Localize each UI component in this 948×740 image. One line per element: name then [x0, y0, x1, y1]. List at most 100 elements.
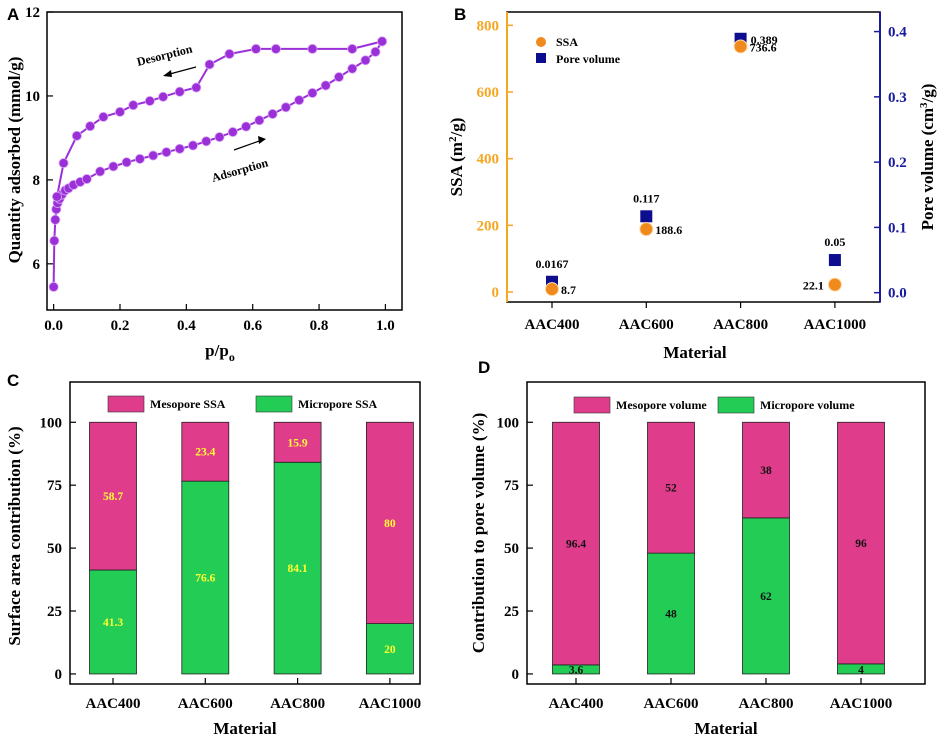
- panel-a-adsorption-point: [148, 150, 159, 161]
- panel-c-y-tick-label: 100: [40, 415, 63, 431]
- panel-b-pore-volume-label: 0.117: [633, 191, 659, 205]
- panel-d-y-axis-label: Contribution to pore volume (%): [469, 413, 488, 654]
- desorption-annotation: Desorption: [135, 42, 197, 77]
- panel-c-micropore-value: 20: [384, 644, 396, 656]
- panel-a-desorption-point: [377, 36, 388, 47]
- panel-a-y-tick-label: 6: [33, 257, 41, 273]
- adsorption-arrowhead: [258, 136, 266, 144]
- panel-d-micropore-value: 3.6: [569, 664, 584, 676]
- panel-b-left-label-end: /g): [447, 118, 466, 138]
- panel-c-mesopore-bar: [273, 421, 322, 463]
- panel-b-right-tick-label: 0.0: [888, 286, 907, 302]
- panel-d-mesopore-value: 52: [665, 483, 677, 495]
- panel-b-pore-volume-label: 0.05: [824, 235, 845, 249]
- panel-c-micropore-bar: [365, 623, 414, 675]
- desorption-arrowhead: [163, 70, 172, 77]
- panel-d-mesopore-value: 96: [855, 538, 867, 550]
- panel-a: A 0.0 0.2 0.4 0.6 0.8 1.0 6 8 10 12 Desorption Ad…: [5, 5, 403, 364]
- panel-a-desorption-point: [307, 43, 318, 54]
- panel-a-letter: A: [7, 5, 19, 24]
- panel-d-y-tick-label: 100: [497, 415, 520, 431]
- panel-d-plot-frame: [526, 381, 926, 685]
- panel-a-desorption-point: [71, 130, 82, 141]
- panel-a-x-tick-label: 0.6: [243, 318, 262, 334]
- panel-a-adsorption-point: [241, 121, 252, 132]
- panel-b-right-label-sup: 3: [918, 102, 930, 108]
- legend-mesopore-ssa-label: Mesopore SSA: [150, 397, 226, 411]
- panel-d-micropore-value: 4: [858, 664, 864, 676]
- panel-a-x-tick-label: 0.4: [177, 318, 196, 334]
- panel-d-y-tick-label: 0: [512, 667, 520, 683]
- panel-c-letter: C: [7, 371, 19, 390]
- panel-b-pore-volume-marker: [640, 210, 653, 223]
- panel-a-adsorption-point: [48, 281, 59, 292]
- panel-a-adsorption-point: [187, 140, 198, 151]
- panel-b-left-tick-label: 800: [477, 18, 500, 34]
- panel-a-desorption-point: [158, 91, 169, 102]
- panel-d-micropore-bar: [742, 517, 790, 675]
- panel-a-xlabel-main: p/p: [205, 341, 229, 360]
- panel-a-desorption-point: [270, 43, 281, 54]
- panel-d-x-tick-label: AAC800: [739, 696, 794, 712]
- panel-b-left-label-sup: 2: [447, 136, 459, 142]
- panel-a-adsorption-point: [174, 143, 185, 154]
- panel-a-y-tick-label: 12: [25, 5, 40, 21]
- panel-b-right-axis-label: Pore volume (cm3/g): [918, 84, 937, 231]
- panel-a-adsorption-point: [307, 88, 318, 99]
- panel-c-x-tick-label: AAC600: [178, 696, 233, 712]
- panel-a-y-tick-label: 8: [33, 173, 41, 189]
- panel-b-ssa-label: 736.6: [750, 40, 777, 54]
- panel-b-pore-volume-label: 0.0167: [536, 257, 569, 271]
- panel-a-adsorption-point: [267, 108, 278, 119]
- panel-d-micropore-value: 62: [760, 591, 772, 603]
- legend-micropore-volume-swatch: [717, 396, 755, 414]
- legend-mesopore-volume-swatch: [573, 396, 611, 414]
- panel-b-left-tick-label: 400: [477, 152, 500, 168]
- adsorption-annotation: Adsorption: [210, 136, 270, 185]
- panel-c-micropore-value: 76.6: [195, 573, 215, 585]
- panel-a-x-tick-label: 1.0: [376, 318, 395, 334]
- panel-d-legend: Mesopore volume Micropore volume: [573, 396, 855, 414]
- panel-a-adsorption-point: [227, 127, 238, 138]
- panel-b-x-tick-label: AAC800: [713, 317, 768, 333]
- panel-a-desorption-point: [128, 100, 139, 111]
- legend-mesopore-ssa-swatch: [107, 395, 145, 413]
- panel-c-x-tick-label: AAC1000: [359, 696, 422, 712]
- panel-c-x-axis-label: Material: [213, 719, 277, 738]
- panel-c-x-tick-label: AAC400: [86, 696, 141, 712]
- panel-a-xlabel-sub: o: [229, 350, 235, 364]
- panel-a-desorption-point: [174, 86, 185, 97]
- panel-c-mesopore-value: 58.7: [103, 491, 123, 503]
- desorption-label: Desorption: [135, 42, 194, 69]
- panel-a-desorption-point: [224, 48, 235, 59]
- panel-a-adsorption-point: [49, 235, 60, 246]
- panel-b-left-tick-label: 0: [492, 285, 500, 301]
- panel-a-adsorption-point: [254, 115, 265, 126]
- panel-c-micropore-bar: [181, 480, 230, 675]
- panel-c-y-tick-label: 75: [47, 478, 62, 494]
- panel-b-right-label-end: /g): [918, 84, 937, 104]
- panel-b-right-tick-label: 0.2: [888, 155, 907, 171]
- panel-a-desorption-point: [51, 191, 62, 202]
- panel-b-ssa-marker: [733, 39, 748, 54]
- panel-b-ssa-marker: [827, 277, 842, 292]
- panel-d: D 0 25 50 75 100 AAC400 AAC600 AAC800 AAC1000 3.…: [469, 358, 926, 738]
- panel-a-adsorption-point: [50, 214, 61, 225]
- legend-micropore-ssa-swatch: [255, 395, 293, 413]
- panel-a-x-tick-label: 0.8: [310, 318, 329, 334]
- panel-b-x-axis-label: Material: [663, 343, 727, 362]
- panel-d-mesopore-bar: [742, 421, 790, 519]
- legend-mesopore-volume-label: Mesopore volume: [616, 398, 707, 412]
- panel-a-y-axis-label: Quantity adsorbed (mmol/g): [5, 57, 24, 264]
- panel-a-adsorption-point: [201, 136, 212, 147]
- panel-c-micropore-bar: [89, 569, 137, 675]
- panel-a-adsorption-point: [370, 46, 381, 57]
- panel-c-mesopore-bar: [89, 421, 137, 571]
- panel-a-desorption-point: [98, 111, 109, 122]
- panel-d-micropore-bar: [647, 552, 695, 675]
- panel-d-y-tick-label: 25: [504, 604, 519, 620]
- panel-b-right-tick-label: 0.4: [888, 25, 907, 41]
- panel-b-x-tick-label: AAC600: [619, 317, 674, 333]
- panel-a-plot-frame: [46, 11, 403, 311]
